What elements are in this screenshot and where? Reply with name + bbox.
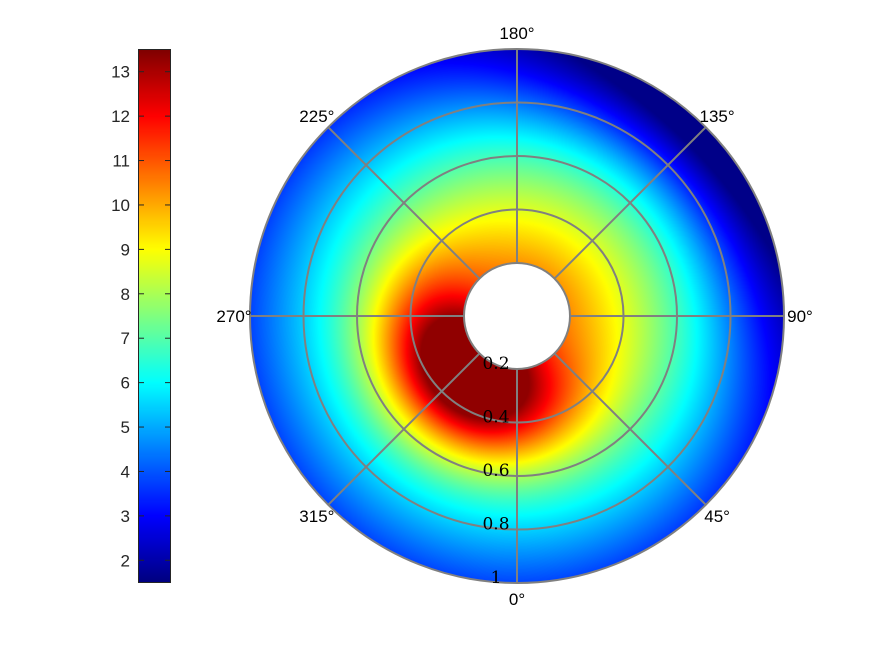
colorbar-tick-label: 8 bbox=[121, 285, 130, 304]
angle-tick-label: 0° bbox=[509, 590, 525, 609]
angular-grid-spoke bbox=[327, 352, 481, 506]
angle-tick-label: 45° bbox=[704, 507, 730, 526]
angle-tick-label: 180° bbox=[499, 24, 534, 43]
colorbar-tick-label: 9 bbox=[121, 240, 130, 259]
radius-tick-label: 0.8 bbox=[482, 515, 509, 535]
angle-tick-label: 270° bbox=[216, 307, 251, 326]
colorbar-frame bbox=[138, 49, 171, 583]
angular-grid-spoke bbox=[553, 352, 707, 506]
angular-grid-spoke bbox=[327, 126, 481, 280]
radius-tick-label: 0.6 bbox=[482, 461, 509, 481]
colorbar-tick-label: 4 bbox=[121, 462, 130, 481]
radius-tick-labels: 0.2 0.4 0.6 0.8 1 bbox=[482, 354, 509, 588]
polar-plot-area: 0°45°90°135°180°225°270°315° 0.20.40.60.… bbox=[216, 24, 812, 609]
angle-tick-label: 315° bbox=[299, 507, 334, 526]
colorbar-tick-label: 10 bbox=[111, 196, 130, 215]
radius-tick-label: 0.2 bbox=[482, 354, 509, 374]
angle-tick-labels: 0° 45° 90° 135° 180° 225° 270° 315° bbox=[216, 24, 812, 609]
angle-tick-label: 90° bbox=[787, 307, 813, 326]
angular-grid-spoke bbox=[553, 126, 707, 280]
colorbar-tick-label: 7 bbox=[121, 329, 130, 348]
radius-tick-label: 0.4 bbox=[482, 408, 509, 428]
colorbar-tick-label: 2 bbox=[121, 551, 130, 570]
angle-tick-label: 225° bbox=[299, 107, 334, 126]
colorbar-tick-label: 13 bbox=[111, 63, 130, 82]
colorbar-gradient bbox=[138, 49, 171, 583]
colorbar-tick-label: 12 bbox=[111, 107, 130, 126]
colorbar: 2 3 4 5 6 7 8 9 10 11 12 13 bbox=[111, 49, 171, 583]
angle-tick-label: 135° bbox=[700, 107, 735, 126]
colorbar-tick-label: 6 bbox=[121, 374, 130, 393]
radius-tick-label: 1 bbox=[491, 568, 502, 588]
colorbar-ticks: 2 3 4 5 6 7 8 9 10 11 12 13 bbox=[111, 63, 171, 570]
colorbar-gradient-holder bbox=[138, 49, 171, 583]
colorbar-tick-label: 11 bbox=[112, 152, 130, 171]
colorbar-tick-label: 3 bbox=[121, 507, 130, 526]
polar-grid bbox=[249, 48, 785, 584]
colorbar-tick-label: 5 bbox=[121, 418, 130, 437]
polar-center-hole bbox=[464, 263, 570, 369]
